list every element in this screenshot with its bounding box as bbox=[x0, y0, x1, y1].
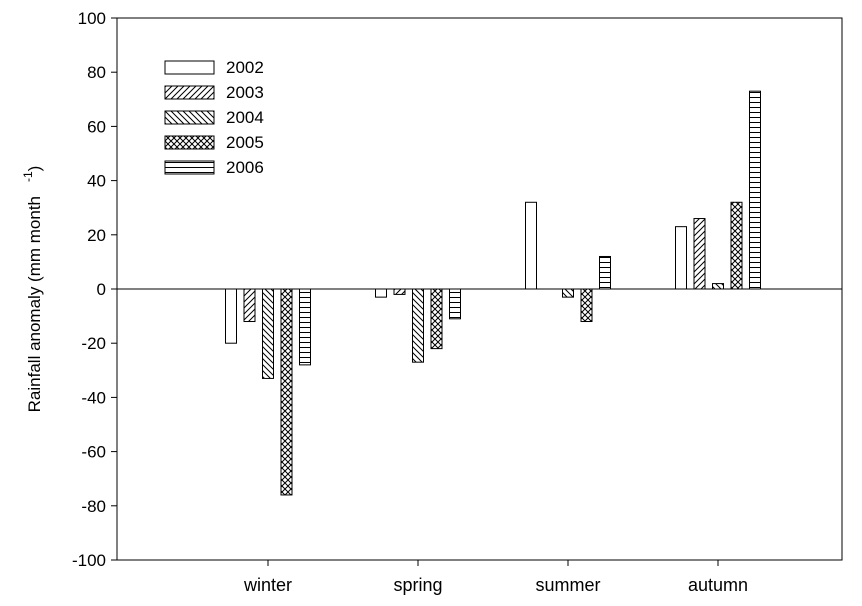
bar-2003-autumn bbox=[693, 218, 706, 290]
bar-2005-spring bbox=[430, 288, 443, 350]
bars bbox=[225, 90, 761, 496]
bar-2005-autumn bbox=[730, 201, 743, 290]
bar-2005-winter bbox=[280, 288, 293, 496]
bar-2003-spring bbox=[393, 288, 406, 295]
y-axis-label: Rainfall anomaly (mm month -1) bbox=[21, 166, 44, 413]
x-tick-label: winter bbox=[243, 575, 292, 595]
legend-swatch-2003 bbox=[164, 85, 215, 100]
y-tick-label: -80 bbox=[81, 497, 106, 516]
bar-2006-summer bbox=[599, 255, 611, 290]
y-axis-label-superscript: -1 bbox=[21, 171, 35, 182]
y-axis-label-main: Rainfall anomaly (mm month bbox=[25, 196, 44, 412]
y-tick-label: 80 bbox=[87, 63, 106, 82]
y-tick-label: -40 bbox=[81, 388, 106, 407]
bar-2002-spring bbox=[375, 288, 387, 298]
y-tick-label: -100 bbox=[72, 551, 106, 570]
bar-2002-autumn bbox=[675, 226, 687, 290]
y-tick-label: 0 bbox=[97, 280, 106, 299]
bar-2005-summer bbox=[580, 288, 593, 323]
y-axis-label-close: ) bbox=[25, 166, 44, 172]
y-tick-label: -20 bbox=[81, 334, 106, 353]
legend-swatch-2002 bbox=[164, 60, 215, 75]
legend-label-2005: 2005 bbox=[226, 133, 264, 152]
y-tick-label: 20 bbox=[87, 226, 106, 245]
bar-2002-summer bbox=[525, 201, 537, 290]
legend-label-2002: 2002 bbox=[226, 58, 264, 77]
y-tick-label: 40 bbox=[87, 172, 106, 191]
bar-2004-autumn bbox=[712, 283, 724, 290]
bar-2006-autumn bbox=[749, 90, 761, 290]
y-tick-label: 100 bbox=[78, 9, 106, 28]
bar-2004-spring bbox=[412, 288, 424, 363]
bar-2003-winter bbox=[243, 288, 256, 323]
x-tick-label: summer bbox=[535, 575, 600, 595]
bar-2004-summer bbox=[562, 288, 574, 298]
legend-label-2003: 2003 bbox=[226, 83, 264, 102]
legend-swatch-2006 bbox=[164, 160, 215, 175]
bar-2006-winter bbox=[299, 288, 311, 366]
bar-2006-spring bbox=[449, 288, 461, 320]
legend: 2002 2003 2004 2005 2006 bbox=[164, 58, 264, 177]
legend-label-2006: 2006 bbox=[226, 158, 264, 177]
bar-2004-winter bbox=[262, 288, 274, 379]
x-tick-label: autumn bbox=[688, 575, 748, 595]
ticks: -100 -80 -60 -40 -20 0 20 40 60 80 100 winter spring… bbox=[72, 9, 748, 595]
legend-label-2004: 2004 bbox=[226, 108, 264, 127]
y-tick-label: -60 bbox=[81, 443, 106, 462]
x-tick-label: spring bbox=[393, 575, 442, 595]
legend-swatch-2004 bbox=[164, 110, 215, 125]
y-tick-label: 60 bbox=[87, 117, 106, 136]
legend-swatch-2005 bbox=[164, 135, 215, 150]
bar-2002-winter bbox=[225, 288, 237, 344]
